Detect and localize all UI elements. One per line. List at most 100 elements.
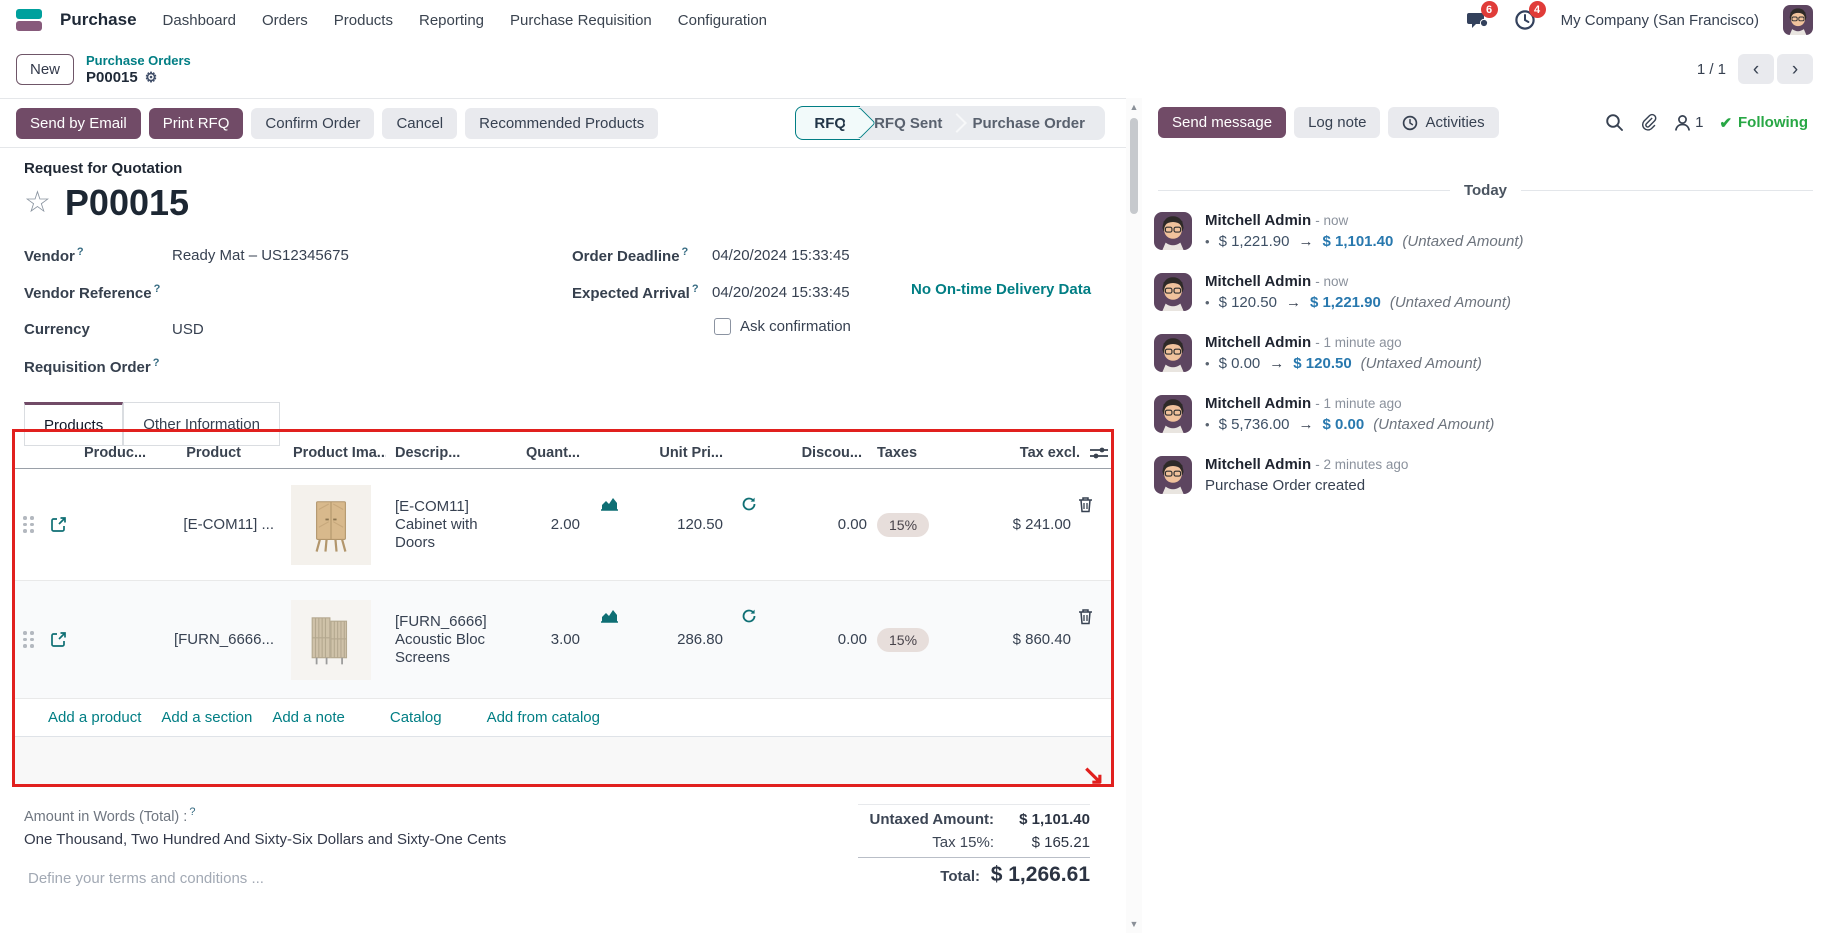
menu-reporting[interactable]: Reporting <box>418 11 485 29</box>
col-subtotal[interactable]: Tax excl. <box>981 445 1114 461</box>
col-quantity[interactable]: Quant... <box>526 444 580 461</box>
message-author[interactable]: Mitchell Admin <box>1205 334 1312 351</box>
new-button[interactable]: New <box>16 53 75 85</box>
add-a-note-link[interactable]: Add a note <box>272 709 345 726</box>
message-author[interactable]: Mitchell Admin <box>1205 456 1312 473</box>
ask-confirmation-checkbox[interactable] <box>714 317 731 335</box>
col-product-image[interactable]: Product Ima... <box>293 444 386 461</box>
messages-icon[interactable]: 6 <box>1465 1 1498 32</box>
cell-subtotal[interactable]: $ 860.40 <box>1012 631 1071 648</box>
message-author[interactable]: Mitchell Admin <box>1205 395 1312 412</box>
vendor-field[interactable]: Ready Mat – US12345675 <box>172 246 349 264</box>
scrollbar-thumb[interactable] <box>1130 118 1138 214</box>
send-by-email-button[interactable]: Send by Email <box>16 107 141 139</box>
cell-description[interactable]: [FURN_6666] Acoustic Bloc Screens <box>395 612 487 666</box>
form-scrollbar[interactable]: ▲ ▼ <box>1126 98 1142 933</box>
menu-products[interactable]: Products <box>333 11 393 29</box>
cell-product-code[interactable] <box>84 581 150 698</box>
on-time-delivery-link[interactable]: No On-time Delivery Data <box>911 281 1092 298</box>
open-record-icon[interactable] <box>50 631 67 648</box>
col-product-code[interactable]: Produc... <box>84 444 147 461</box>
cell-product[interactable]: [FURN_6666... <box>173 631 274 648</box>
attachment-icon[interactable] <box>1640 113 1658 132</box>
cell-quantity[interactable]: 3.00 <box>550 631 580 648</box>
menu-purchase-requisition[interactable]: Purchase Requisition <box>510 11 652 29</box>
menu-configuration[interactable]: Configuration <box>677 11 768 29</box>
col-description[interactable]: Descrip... <box>395 444 461 461</box>
order-deadline-field[interactable]: 04/20/2024 15:33:45 <box>712 246 850 264</box>
cell-product-code[interactable] <box>84 469 150 580</box>
help-icon[interactable]: ? <box>76 245 84 258</box>
activities-clock-icon[interactable]: 4 <box>1513 1 1546 32</box>
help-icon[interactable]: ? <box>152 356 160 369</box>
add-a-section-link[interactable]: Add a section <box>161 709 253 726</box>
add-from-catalog-link[interactable]: Add from catalog <box>486 709 600 726</box>
price-history-icon[interactable] <box>741 496 757 512</box>
apps-menu-icon[interactable] <box>16 7 42 33</box>
optional-columns-icon[interactable] <box>1090 446 1108 460</box>
menu-orders[interactable]: Orders <box>261 11 308 29</box>
cell-quantity[interactable]: 2.00 <box>550 516 580 533</box>
favorite-star-icon[interactable]: ☆ <box>24 186 51 219</box>
scroll-down-icon[interactable]: ▼ <box>1129 919 1139 929</box>
open-record-icon[interactable] <box>50 516 67 533</box>
help-icon[interactable]: ? <box>189 806 196 818</box>
delete-line-icon[interactable] <box>1078 608 1093 625</box>
col-product[interactable]: Product <box>186 444 241 461</box>
followers-button[interactable]: 1 <box>1674 114 1703 132</box>
app-name[interactable]: Purchase <box>60 10 137 29</box>
search-messages-icon[interactable] <box>1605 113 1624 132</box>
statusbar-step-purchase-order[interactable]: Purchase Order <box>972 114 1085 132</box>
company-switcher[interactable]: My Company (San Francisco) <box>1560 11 1759 29</box>
order-line-row[interactable]: [FURN_6666... [FURN_6666] Acoustic Bloc … <box>14 581 1114 699</box>
catalog-link[interactable]: Catalog <box>389 709 442 726</box>
message-author[interactable]: Mitchell Admin <box>1205 212 1312 229</box>
col-discount[interactable]: Discou... <box>801 444 862 461</box>
statusbar-step-rfq-sent[interactable]: RFQ Sent <box>874 114 943 132</box>
forecast-chart-icon[interactable] <box>601 608 618 623</box>
cell-discount[interactable]: 0.00 <box>837 516 867 533</box>
help-icon[interactable]: ? <box>153 282 161 295</box>
following-button[interactable]: ✔ Following <box>1719 114 1808 132</box>
add-a-product-link[interactable]: Add a product <box>48 709 142 726</box>
order-line-row[interactable]: [E-COM11] ... [E-COM11] Cabinet with Doo… <box>14 469 1114 581</box>
activities-button[interactable]: Activities <box>1388 107 1499 138</box>
help-icon[interactable]: ? <box>681 245 689 258</box>
tax-badge[interactable]: 15% <box>877 627 930 652</box>
cell-description[interactable]: [E-COM11] Cabinet with Doors <box>395 497 478 551</box>
cancel-button[interactable]: Cancel <box>382 107 458 139</box>
col-taxes[interactable]: Taxes <box>877 444 918 461</box>
log-note-button[interactable]: Log note <box>1294 107 1381 138</box>
user-avatar[interactable] <box>1783 5 1813 35</box>
breadcrumb-parent[interactable]: Purchase Orders <box>86 52 191 68</box>
tax-badge[interactable]: 15% <box>877 512 930 537</box>
drag-handle-icon[interactable] <box>23 631 34 648</box>
pager-next-icon[interactable]: › <box>1777 54 1813 84</box>
cell-product-image[interactable] <box>276 469 386 580</box>
drag-handle-icon[interactable] <box>23 516 34 533</box>
cell-discount[interactable]: 0.00 <box>837 631 867 648</box>
action-gear-icon[interactable]: ⚙ <box>144 68 158 85</box>
message-author[interactable]: Mitchell Admin <box>1205 273 1312 290</box>
cell-subtotal[interactable]: $ 241.00 <box>1012 516 1071 533</box>
delete-line-icon[interactable] <box>1078 496 1093 513</box>
menu-dashboard[interactable]: Dashboard <box>162 11 236 29</box>
cell-product[interactable]: [E-COM11] ... <box>183 516 274 533</box>
send-message-button[interactable]: Send message <box>1158 107 1287 138</box>
help-icon[interactable]: ? <box>691 282 699 295</box>
forecast-chart-icon[interactable] <box>601 496 618 511</box>
price-history-icon[interactable] <box>741 608 757 624</box>
confirm-order-button[interactable]: Confirm Order <box>251 107 375 139</box>
expected-arrival-field[interactable]: 04/20/2024 15:33:45 <box>712 283 850 301</box>
cell-product-image[interactable] <box>276 581 386 698</box>
print-rfq-button[interactable]: Print RFQ <box>148 107 244 139</box>
currency-field[interactable]: USD <box>172 320 204 338</box>
scroll-up-icon[interactable]: ▲ <box>1129 102 1139 112</box>
cell-unit-price[interactable]: 286.80 <box>677 631 723 648</box>
tab-other-information[interactable]: Other Information <box>123 402 280 446</box>
statusbar-step-rfq[interactable]: RFQ <box>795 106 876 140</box>
terms-and-conditions-field[interactable]: Define your terms and conditions ... <box>28 870 264 887</box>
pager-previous-icon[interactable]: ‹ <box>1738 54 1774 84</box>
cell-unit-price[interactable]: 120.50 <box>677 516 723 533</box>
col-unit-price[interactable]: Unit Pri... <box>659 444 723 461</box>
